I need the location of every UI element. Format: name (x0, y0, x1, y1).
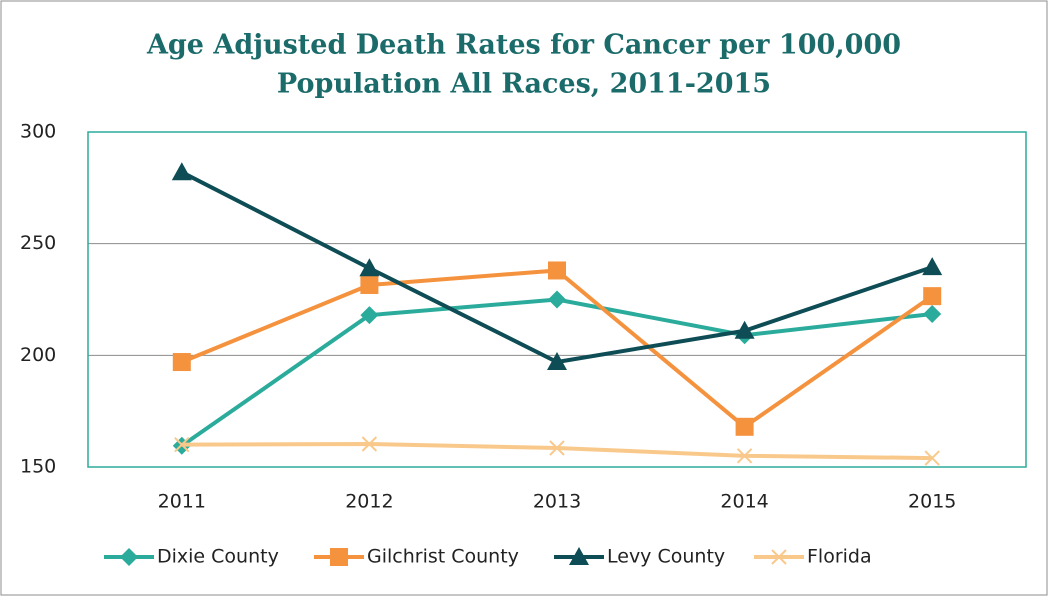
legend-marker (120, 548, 138, 566)
marker (547, 352, 567, 371)
marker (922, 257, 943, 276)
marker (172, 353, 191, 372)
legend-marker (771, 549, 787, 565)
marker (359, 258, 380, 277)
y-tick-label: 250 (20, 232, 56, 254)
x-tick-label: 2011 (158, 491, 206, 513)
x-tick-label: 2013 (533, 491, 581, 513)
marker (360, 306, 379, 325)
chart-title: Age Adjusted Death Rates for Cancer per … (146, 30, 901, 61)
marker (923, 305, 942, 324)
marker (548, 290, 566, 309)
marker (360, 275, 379, 294)
legend-label: Dixie County (157, 546, 279, 568)
legend-label: Gilchrist County (367, 546, 519, 568)
marker (736, 448, 753, 464)
marker (734, 320, 755, 339)
legend-label: Florida (807, 546, 872, 568)
x-tick-label: 2014 (720, 491, 768, 513)
legend-label: Levy County (607, 546, 725, 568)
x-tick-label: 2012 (345, 491, 393, 513)
marker (923, 287, 942, 306)
x-tick-label: 2015 (908, 491, 956, 513)
marker (548, 261, 566, 280)
y-tick-label: 300 (20, 121, 56, 143)
marker (924, 450, 940, 466)
marker (174, 436, 190, 453)
chart-title: Population All Races, 2011-2015 (277, 69, 771, 100)
plot-border (87, 131, 1027, 468)
y-tick-label: 200 (20, 344, 56, 366)
y-tick-label: 150 (20, 456, 56, 478)
marker (735, 417, 754, 436)
marker (171, 162, 192, 181)
legend-marker (330, 548, 348, 566)
legend-marker (569, 547, 589, 565)
marker (361, 436, 378, 452)
marker (549, 440, 565, 456)
